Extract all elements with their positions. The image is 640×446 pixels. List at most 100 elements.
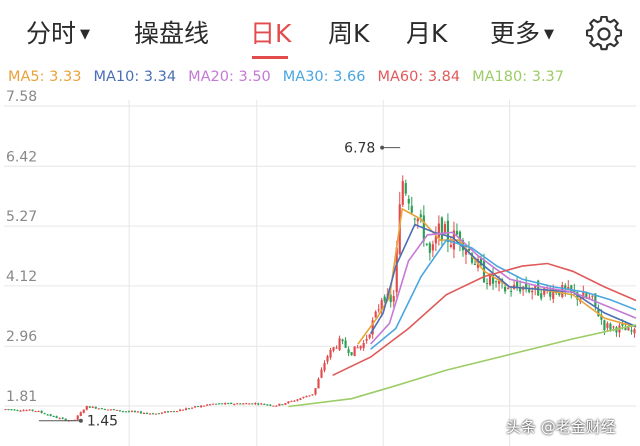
candle-body (124, 411, 127, 413)
candle-body (37, 411, 40, 413)
candle-body (254, 403, 257, 405)
candle-body (263, 403, 266, 405)
candle-body (34, 410, 37, 412)
candle-body (606, 323, 609, 328)
candle-body (188, 408, 191, 410)
candle-body (485, 283, 489, 285)
candle-body (290, 400, 293, 402)
y-tick-label: 7.58 (6, 90, 37, 105)
candle-body (344, 340, 347, 348)
candle-body (470, 253, 474, 263)
candle-body (85, 405, 88, 410)
candle-body (383, 296, 386, 302)
candle-body (215, 403, 218, 405)
candle-body (585, 293, 588, 298)
tab-weekly-k[interactable]: 周K (328, 14, 369, 54)
candle-body (88, 406, 91, 408)
candle-body (531, 290, 534, 293)
candle-body (356, 347, 359, 349)
candle-body (28, 409, 31, 411)
candle-body (4, 409, 7, 411)
candle-body (121, 411, 124, 413)
candle-body (431, 244, 434, 251)
tab-daily-k[interactable]: 日K (250, 14, 291, 54)
candle-body (151, 413, 155, 415)
candle-body (365, 338, 368, 341)
candle-body (323, 362, 326, 371)
candle-body (175, 411, 179, 413)
candle-body (425, 243, 428, 245)
candle-body (299, 398, 302, 400)
candle-body (79, 412, 82, 416)
gear-icon[interactable] (586, 16, 622, 52)
candle-body (567, 286, 570, 290)
candle-body (55, 416, 58, 419)
candle-body (154, 413, 158, 415)
candle-body (169, 411, 173, 413)
candle-body (106, 409, 109, 411)
candle-body (46, 414, 49, 416)
candle-body (359, 345, 362, 349)
candle-body (212, 403, 215, 405)
candle-body (118, 410, 121, 412)
candle-body (148, 413, 152, 415)
candle-body (594, 293, 597, 307)
candle-body (335, 347, 338, 349)
candle-body (440, 217, 443, 240)
ma-legend-ma20: MA20: 3.50 (188, 69, 271, 85)
ma-legend-ma180: MA180: 3.37 (472, 69, 565, 85)
candle-body (413, 218, 416, 220)
tab-label: 日K (250, 19, 292, 48)
ma-legend-ma30: MA30: 3.66 (282, 69, 366, 85)
dropdown-caret-icon: ▼ (544, 27, 555, 42)
candle-body (374, 311, 377, 318)
candle-body (570, 285, 573, 292)
candle-body (43, 413, 46, 415)
candle-body (284, 403, 287, 405)
candle-body (573, 290, 576, 293)
candle-body (296, 399, 299, 401)
candle-body (380, 300, 383, 311)
low-marker-dot (78, 418, 83, 423)
moving-average-legend: MA5: 3.33 MA10: 3.34 MA20: 3.50 MA30: 3.66 M… (8, 66, 576, 88)
candle-body (612, 326, 615, 328)
candle-body (191, 407, 194, 409)
candle-body (133, 411, 136, 413)
candle-body (428, 243, 431, 253)
candle-body (218, 403, 221, 405)
tab-intraday[interactable]: 分时 ▼ (26, 14, 90, 54)
candle-body (434, 236, 437, 244)
candle-body (449, 244, 452, 248)
candle-body (136, 411, 140, 413)
candle-body (308, 395, 311, 397)
candle-body (31, 409, 34, 411)
candle-body (603, 320, 606, 331)
tab-monthly-k[interactable]: 月K (406, 14, 447, 54)
y-tick-label: 2.96 (6, 329, 37, 345)
candle-body (76, 415, 79, 420)
candle-body (278, 403, 281, 406)
candle-body (473, 263, 477, 266)
candle-body (455, 230, 459, 235)
candle-body (281, 404, 284, 406)
candle-body (591, 295, 594, 297)
candle-body (7, 409, 10, 411)
tab-more[interactable]: 更多 ▼ (490, 14, 554, 54)
candle-body (203, 405, 206, 407)
candle-body (621, 323, 624, 326)
candlestick-chart[interactable]: 7.58 6.42 5.27 4.12 2.96 1.81 6.78 1.45 (0, 90, 640, 446)
ma-legend-ma10: MA10: 3.34 (93, 69, 177, 85)
candle-body (479, 257, 483, 266)
tab-label: 月K (406, 19, 448, 48)
candle-body (353, 346, 356, 357)
candle-body (419, 214, 422, 218)
tab-trading-line[interactable]: 操盘线 (134, 14, 209, 54)
candle-body (302, 396, 305, 398)
period-tab-bar: 分时 ▼ 操盘线 日K 周K 月K 更多 ▼ (0, 0, 640, 62)
candle-body (49, 414, 52, 416)
candle-body (552, 289, 555, 299)
candle-body (293, 400, 296, 402)
candle-body (58, 418, 61, 420)
candle-body (534, 284, 537, 289)
candle-body (389, 294, 392, 303)
